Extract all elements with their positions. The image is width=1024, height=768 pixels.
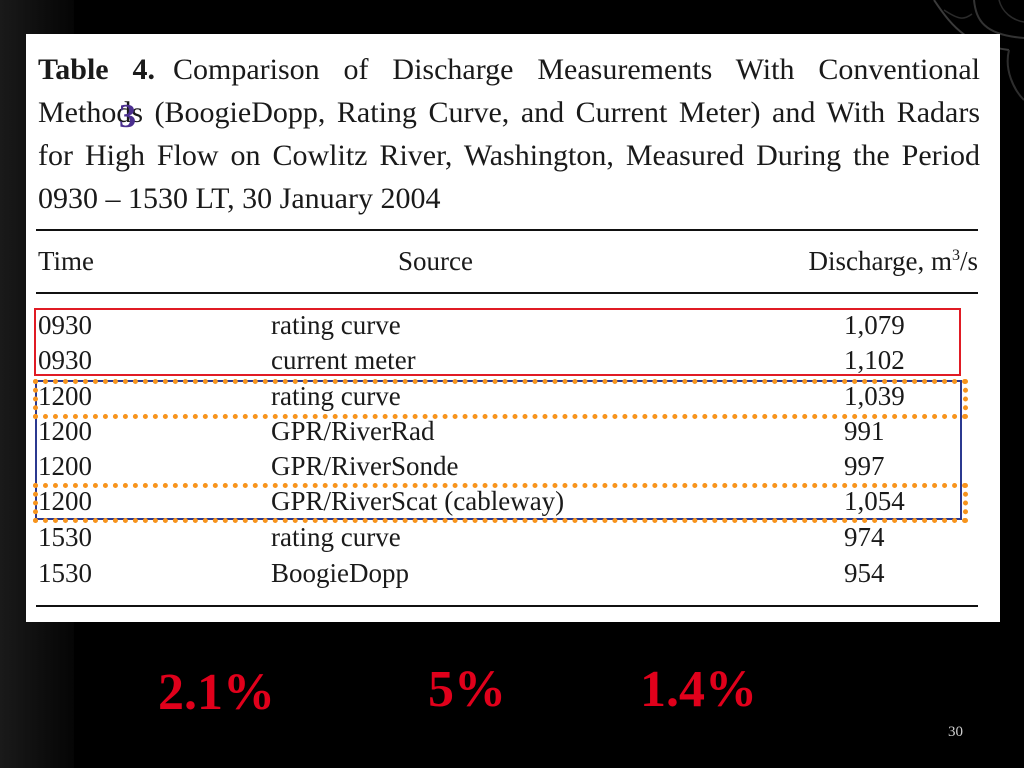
table-rule-bottom [36, 605, 978, 607]
cell-discharge: 1,039 [844, 381, 905, 411]
cell-source: rating curve [271, 522, 401, 552]
page-number: 30 [948, 724, 963, 740]
highlight-box-red [34, 308, 961, 376]
table-rule-middle [36, 292, 978, 294]
percentage-label: 5% [428, 661, 506, 718]
table-row: 0930 rating curve 1,079 [26, 310, 1000, 345]
cell-time: 1200 [38, 451, 92, 481]
header-time: Time [38, 246, 95, 276]
highlight-box-orange-dotted [33, 379, 968, 419]
percentage-label: 1.4% [640, 661, 757, 718]
cell-source: BoogieDopp [271, 558, 409, 588]
cell-discharge: 991 [844, 416, 885, 446]
header-discharge: Discharge, m3/s [809, 246, 978, 277]
cell-time: 0930 [38, 345, 92, 375]
table-rule-top [36, 229, 978, 231]
table-row: 0930 current meter 1,102 [26, 345, 1000, 380]
cell-time: 0930 [38, 310, 92, 340]
percentage-label: 2.1% [158, 664, 275, 721]
cell-discharge: 1,079 [844, 310, 905, 340]
cell-time: 1200 [38, 416, 92, 446]
table-row: 1200 GPR/RiverRad 991 [26, 416, 1000, 451]
overlay-marker: 3 [119, 98, 136, 135]
cell-time: 1200 [38, 381, 92, 411]
header-discharge-prefix: Discharge, m [808, 246, 952, 276]
table-row: 1530 rating curve 974 [26, 522, 1000, 557]
header-source: Source [398, 246, 473, 276]
cell-source: GPR/RiverSonde [271, 451, 459, 481]
highlight-box-orange-dotted [33, 483, 968, 523]
cell-source: current meter [271, 345, 416, 375]
table-row: 1530 BoogieDopp 954 [26, 558, 1000, 593]
cell-time: 1200 [38, 486, 92, 516]
cell-source: GPR/RiverScat (cableway) [271, 486, 565, 516]
cell-source: rating curve [271, 310, 401, 340]
cell-discharge: 974 [844, 522, 885, 552]
table-caption-label: Table 4. [38, 53, 155, 86]
table-row: 1200 rating curve 1,039 [26, 381, 1000, 416]
table-panel: Table 4. Comparison of Discharge Measurem… [26, 34, 1000, 622]
table-row: 1200 GPR/RiverSonde 997 [26, 451, 1000, 486]
cell-source: GPR/RiverRad [271, 416, 435, 446]
cell-discharge: 1,054 [844, 486, 905, 516]
cell-time: 1530 [38, 558, 92, 588]
cell-time: 1530 [38, 522, 92, 552]
cell-source: rating curve [271, 381, 401, 411]
table-caption: Table 4. Comparison of Discharge Measurem… [38, 48, 980, 220]
header-discharge-exponent: 3 [951, 247, 960, 264]
header-discharge-suffix: /s [959, 246, 978, 276]
cell-discharge: 1,102 [844, 345, 905, 375]
table-caption-text: Comparison of Discharge Measurements Wit… [38, 53, 980, 215]
cell-discharge: 954 [844, 558, 885, 588]
table-row: 1200 GPR/RiverScat (cableway) 1,054 [26, 486, 1000, 521]
cell-discharge: 997 [844, 451, 885, 481]
